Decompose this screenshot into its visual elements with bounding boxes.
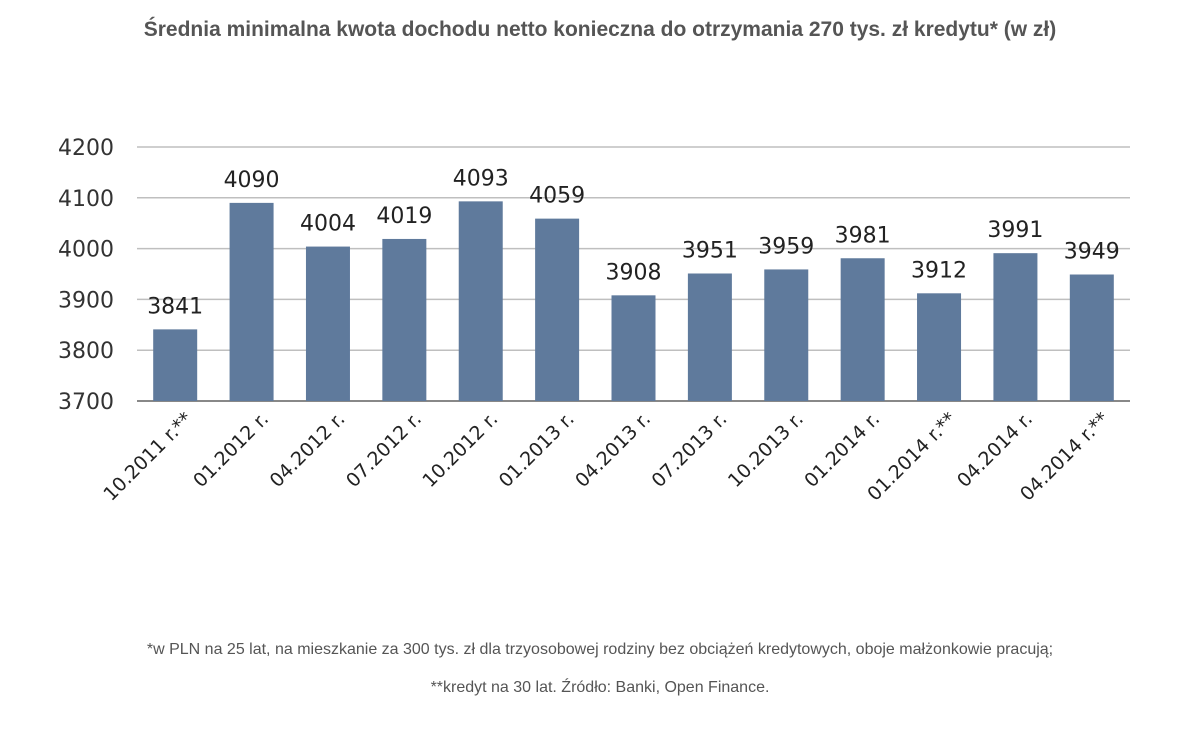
bar [917,293,962,401]
bar [229,202,274,401]
data-label: 3991 [987,218,1043,243]
x-tick-label: 01.2012 r. [189,408,273,492]
data-label: 3951 [682,238,738,263]
x-tick-label: 07.2013 r. [647,408,731,492]
x-tick-label: 10.2011 r.** [99,408,196,505]
data-label: 4004 [300,212,356,237]
data-label: 3981 [835,223,891,248]
x-tick-label: 07.2012 r. [342,408,426,492]
bar [687,273,732,401]
data-label: 3949 [1064,240,1120,265]
bar [535,218,580,401]
data-label: 3959 [758,234,814,259]
footnote-method: *w PLN na 25 lat, na mieszkanie za 300 t… [146,641,1054,658]
data-label: 3908 [606,260,662,285]
y-tick-label: 3900 [58,288,114,313]
bar-chart: 3700 3800 3900 4000 4100 4200 3841 4090 4004 401… [58,136,1130,505]
y-tick-label: 3800 [58,339,114,364]
footnote-source: **kredyt na 30 lat. Źródło: Banki, Open … [430,679,770,696]
data-label: 4059 [529,184,585,209]
bar [764,269,809,401]
data-label: 4019 [376,204,432,229]
y-tick-label: 4200 [58,136,114,161]
x-tick-label: 04.2014 r. [953,408,1037,492]
x-tick-label: 10.2012 r. [418,408,502,492]
x-axis-labels: 10.2011 r.**01.2012 r.04.2012 r.07.2012 … [99,408,1113,505]
x-tick-label: 01.2013 r. [495,408,579,492]
y-axis-ticks: 3700 3800 3900 4000 4100 4200 [58,136,114,415]
bar [840,258,885,401]
bar [611,295,656,401]
bars [153,201,1114,401]
bar [993,253,1038,401]
y-tick-label: 4100 [58,187,114,212]
data-label: 3912 [911,258,967,283]
x-tick-label: 01.2014 r. [800,408,884,492]
y-tick-label: 3700 [58,390,114,415]
data-labels: 3841 4090 4004 4019 4093 4059 3908 3951 3959 3981… [147,166,1120,319]
bar [382,238,427,401]
data-label: 4093 [453,166,509,191]
x-tick-label: 04.2012 r. [266,408,350,492]
bar [1069,274,1114,401]
data-label: 3841 [147,294,203,319]
x-tick-label: 04.2013 r. [571,408,655,492]
y-tick-label: 4000 [58,238,114,263]
x-tick-label: 10.2013 r. [724,408,808,492]
data-label: 4090 [224,168,280,193]
bar [458,201,503,401]
bar [305,246,350,401]
chart-title: Średnia minimalna kwota dochodu netto ko… [143,18,1057,41]
bar [153,329,198,401]
